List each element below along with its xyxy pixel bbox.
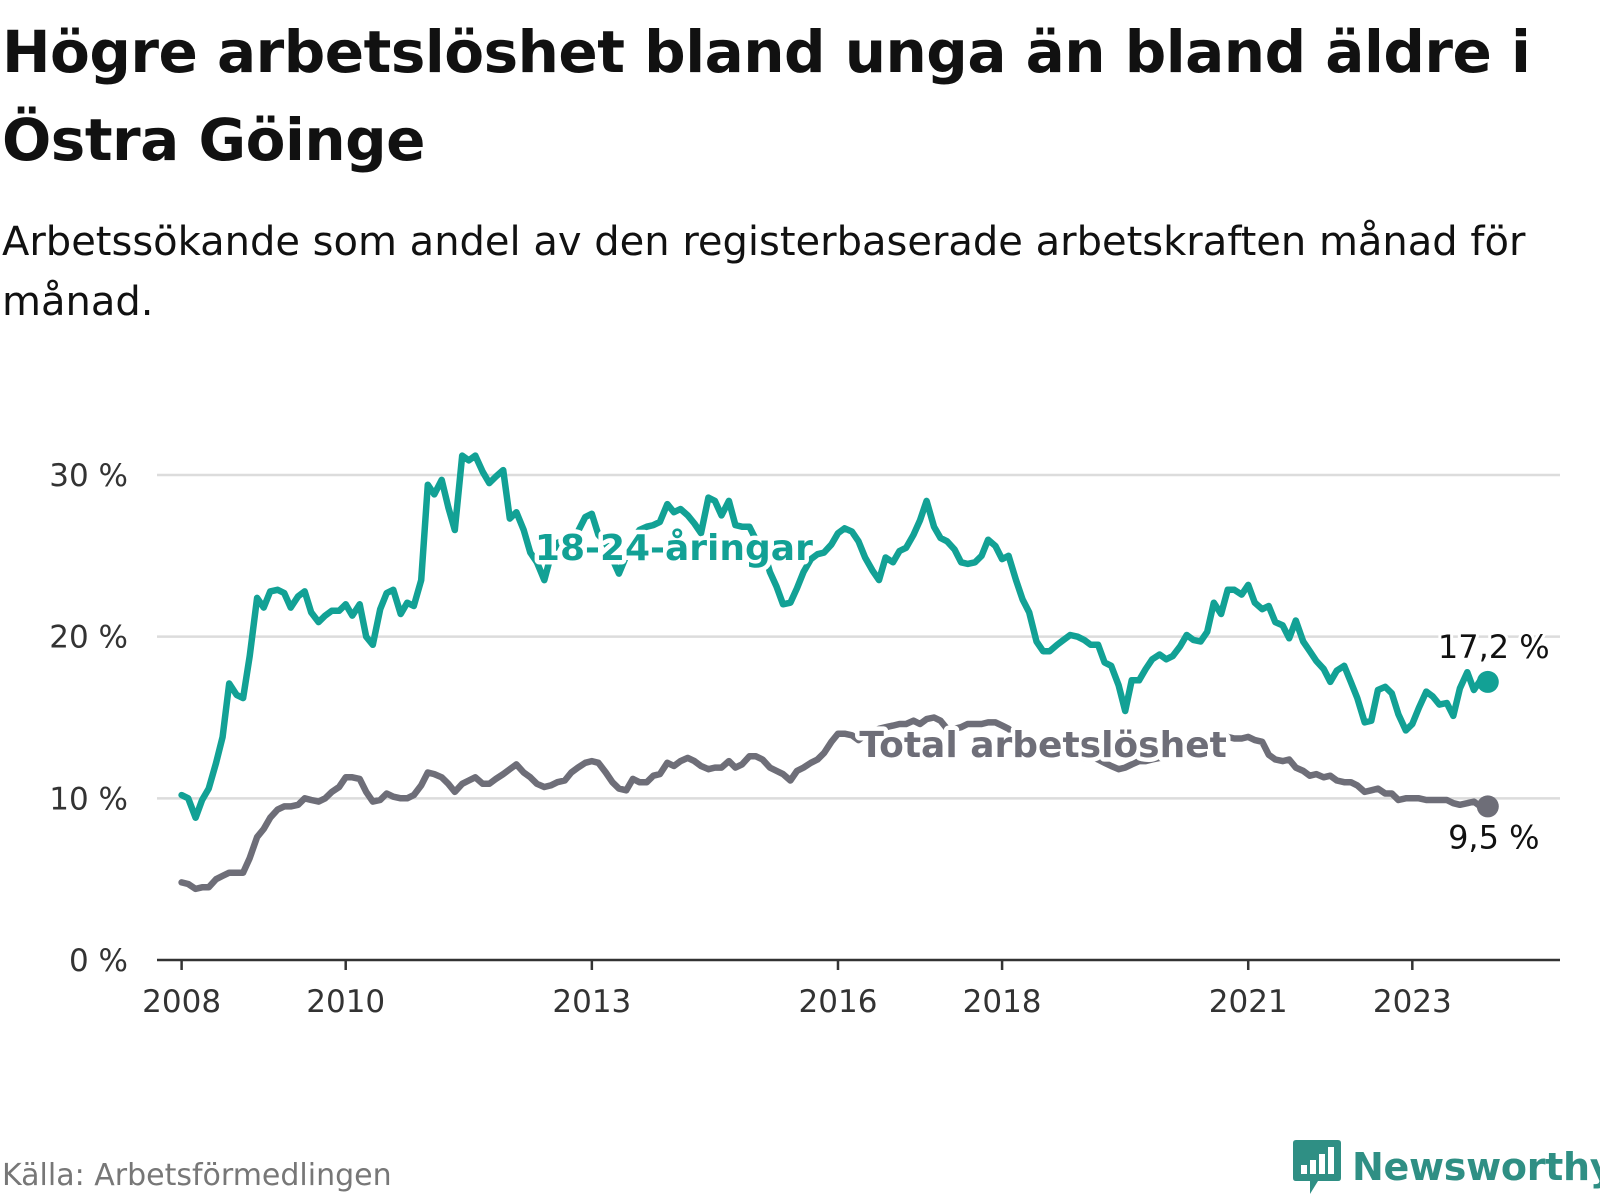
end-value-label-youth: 17,2 %: [1438, 628, 1550, 666]
x-tick-label: 2023: [1373, 984, 1452, 1020]
source-note: Källa: Arbetsförmedlingen: [2, 1158, 392, 1193]
series-line-youth: [178, 452, 1492, 821]
brand-logo: Newsworthy: [1292, 1138, 1600, 1196]
x-tick-label: 2021: [1209, 984, 1288, 1020]
page-subtitle: Arbetssökande som andel av den registerb…: [2, 219, 1526, 325]
line-chart: 0 % 10 % 20 % 30 % 2008 2010 2013 2016 2018 2021 2…: [49, 452, 1560, 1020]
end-point-total: [1476, 795, 1499, 818]
y-tick-label: 20 %: [49, 620, 128, 656]
x-tick-label: 2018: [963, 984, 1042, 1020]
x-tick-label: 2008: [142, 984, 221, 1020]
end-value-label-total: 9,5 %: [1448, 818, 1539, 856]
series-label-total: Total arbetslöshet: [859, 725, 1227, 766]
series-label-youth: 18-24-åringar: [535, 528, 813, 569]
brand-name: Newsworthy: [1352, 1145, 1600, 1189]
y-tick-label: 10 %: [49, 781, 128, 817]
x-tick-label: 2016: [799, 984, 878, 1020]
y-tick-label: 0 %: [69, 943, 128, 979]
series-line-total: [178, 714, 1492, 893]
page-title: Högre arbetslöshet bland unga än bland ä…: [2, 18, 1531, 174]
bar-chart-speech-bubble-icon: [1293, 1140, 1341, 1194]
y-tick-label: 30 %: [49, 458, 128, 494]
x-tick-label: 2013: [552, 984, 631, 1020]
x-tick-label: 2010: [306, 984, 385, 1020]
end-point-youth: [1476, 670, 1499, 693]
